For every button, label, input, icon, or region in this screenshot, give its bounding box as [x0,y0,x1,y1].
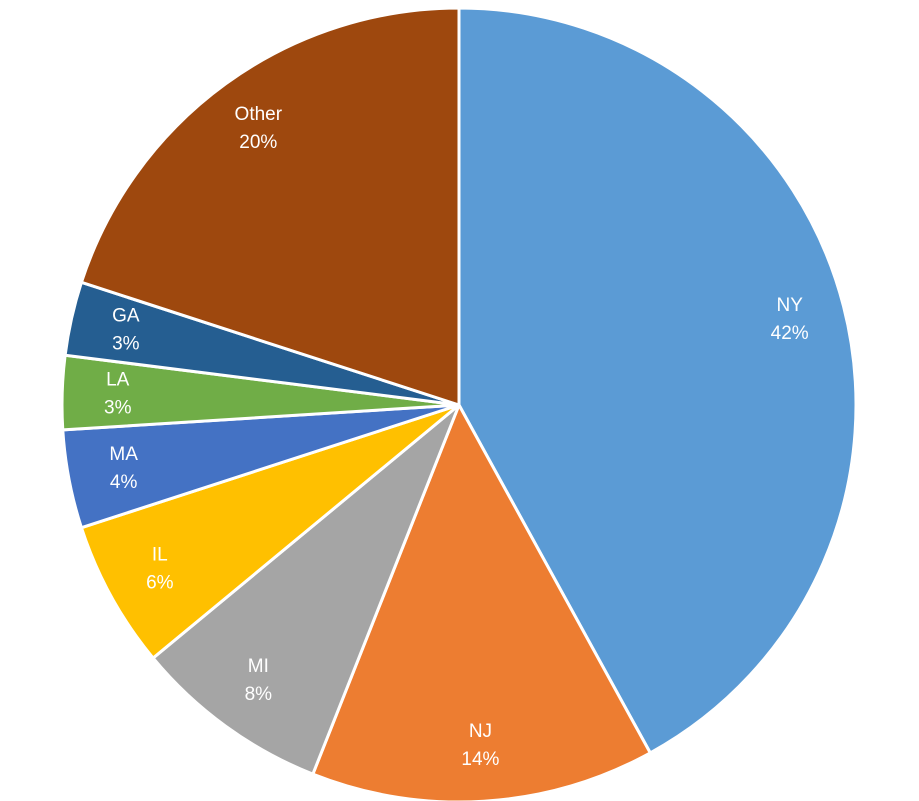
slice-category-label: MI [248,656,269,677]
slice-value-label: 3% [104,397,132,418]
pie-slice [150,403,461,777]
slice-value-label: 8% [245,684,273,705]
slice-category-label: NY [776,295,803,316]
slice-value-label: 14% [461,749,499,770]
pie-slice [310,401,653,801]
slice-category-label: GA [112,306,140,327]
slice-category-label: MA [109,444,138,465]
slice-category-label: IL [152,544,168,565]
slice-value-label: 3% [112,334,140,355]
slice-value-label: 4% [110,472,138,493]
slice-category-label: LA [106,369,130,390]
slice-value-label: 20% [239,132,277,153]
pie-slice [457,6,858,755]
pie-slice [79,403,460,661]
slice-value-label: 42% [771,323,809,344]
slice-category-label: Other [235,104,283,125]
slice-category-label: NJ [469,721,492,742]
pie-slice [79,6,461,408]
slice-value-label: 6% [146,572,174,593]
